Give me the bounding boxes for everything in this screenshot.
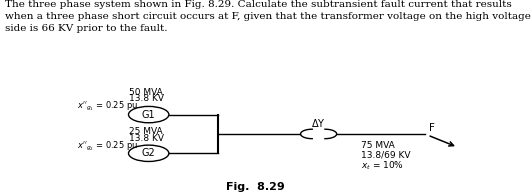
Text: 50 MVA: 50 MVA [129,88,163,97]
Text: G1: G1 [142,110,156,120]
Text: The three phase system shown in Fig. 8.29. Calculate the subtransient fault curr: The three phase system shown in Fig. 8.2… [5,0,531,33]
Text: G2: G2 [142,148,156,158]
Text: 13.8 KV: 13.8 KV [129,134,164,143]
Text: F: F [429,123,435,133]
Text: $x_t$ = 10%: $x_t$ = 10% [361,160,404,172]
Text: $x''_{g_1}$ = 0.25 pu: $x''_{g_1}$ = 0.25 pu [77,100,138,113]
Text: 25 MVA: 25 MVA [129,127,163,136]
Text: $\Delta$Y: $\Delta$Y [311,117,326,129]
Text: Fig.  8.29: Fig. 8.29 [226,182,284,192]
Text: 13.8 KV: 13.8 KV [129,94,164,103]
Text: 75 MVA: 75 MVA [361,142,395,151]
Text: 13.8/69 KV: 13.8/69 KV [361,151,410,160]
Text: $x''_{g_2}$ = 0.25 pu: $x''_{g_2}$ = 0.25 pu [77,140,138,153]
